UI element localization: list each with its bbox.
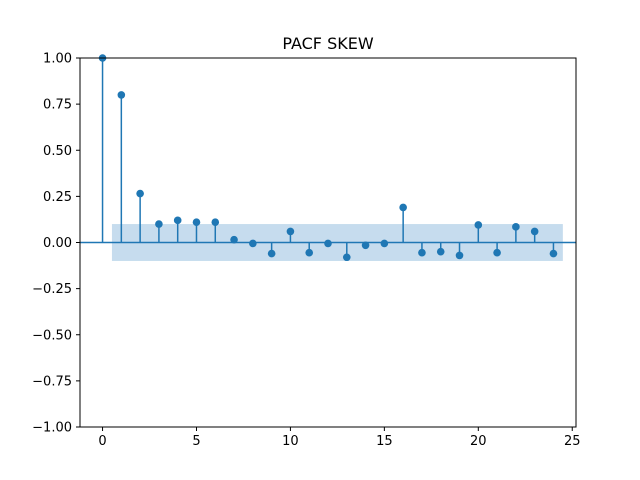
stem-marker-lag-6 xyxy=(211,218,220,227)
stem-marker-lag-12 xyxy=(324,239,332,248)
stem-marker-lag-1 xyxy=(117,91,126,99)
x-tick-label: 20 xyxy=(470,434,487,449)
stem-marker-lag-16 xyxy=(399,203,407,212)
stem-marker-lag-11 xyxy=(305,248,314,257)
y-tick-label: 0.25 xyxy=(43,190,72,205)
y-tick-label: 1.00 xyxy=(43,52,72,67)
stem-marker-lag-22 xyxy=(512,223,520,231)
stem-marker-lag-2 xyxy=(136,189,144,198)
stem-marker-lag-21 xyxy=(493,248,501,257)
stem-marker-lag-7 xyxy=(230,235,238,244)
x-tick-label: 25 xyxy=(564,434,581,449)
stem-marker-lag-14 xyxy=(361,241,370,250)
chart-title: PACF SKEW xyxy=(282,34,374,53)
stem-marker-lag-10 xyxy=(286,227,295,236)
y-tick-label: −0.75 xyxy=(32,374,72,389)
stem-marker-lag-4 xyxy=(173,216,182,225)
stem-marker-lag-18 xyxy=(436,247,445,256)
x-tick-label: 0 xyxy=(98,434,106,449)
x-axis: 0 5 10 15 20 25 xyxy=(98,427,581,449)
stem-marker-lag-24 xyxy=(549,249,558,258)
stem-marker-lag-15 xyxy=(380,239,389,248)
y-tick-label: −0.50 xyxy=(32,328,72,343)
x-tick-label: 10 xyxy=(282,434,299,449)
y-axis: 1.00 0.75 0.50 0.25 0.00 −0.25 −0.50 −0.75 −1.00 xyxy=(32,52,80,436)
stem-marker-lag-20 xyxy=(474,221,483,229)
plot-area xyxy=(80,54,576,262)
stem-marker-lag-13 xyxy=(342,253,351,262)
stem-marker-lag-3 xyxy=(155,220,163,228)
stem-marker-lag-9 xyxy=(267,249,276,258)
x-tick-label: 5 xyxy=(192,434,200,449)
y-tick-label: −1.00 xyxy=(32,421,72,436)
y-tick-label: −0.25 xyxy=(32,282,72,297)
x-tick-label: 15 xyxy=(376,434,393,449)
y-tick-label: 0.50 xyxy=(43,144,72,159)
y-tick-label: 0.75 xyxy=(43,98,72,113)
stem-marker-lag-5 xyxy=(192,218,201,227)
stem-marker-lag-23 xyxy=(530,227,539,236)
stem-marker-lag-19 xyxy=(455,251,464,260)
stem-marker-lag-17 xyxy=(418,248,426,257)
stem-marker-lag-8 xyxy=(249,239,257,248)
y-tick-label: 0.00 xyxy=(43,236,72,251)
